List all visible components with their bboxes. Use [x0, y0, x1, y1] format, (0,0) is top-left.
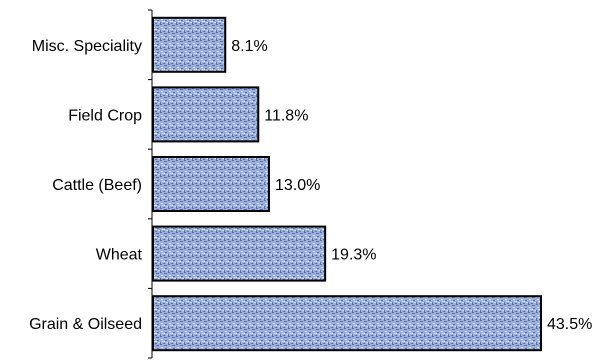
category-label-2: Cattle (Beef)	[52, 177, 142, 194]
value-label-2: 13.0%	[275, 177, 320, 194]
category-label-4: Grain & Oilseed	[29, 316, 142, 333]
value-label-1: 11.8%	[264, 107, 308, 124]
bar-4	[152, 295, 542, 352]
category-label-1: Field Crop	[68, 107, 142, 124]
bar-2	[152, 156, 270, 212]
value-label-0: 8.1%	[231, 38, 267, 55]
bar-3	[152, 225, 327, 282]
category-label-0: Misc. Speciality	[32, 38, 142, 55]
category-label-3: Wheat	[96, 247, 143, 264]
bar-1	[152, 86, 260, 143]
value-label-4: 43.5%	[547, 316, 592, 333]
bar-0	[152, 16, 227, 73]
value-label-3: 19.3%	[331, 247, 376, 264]
